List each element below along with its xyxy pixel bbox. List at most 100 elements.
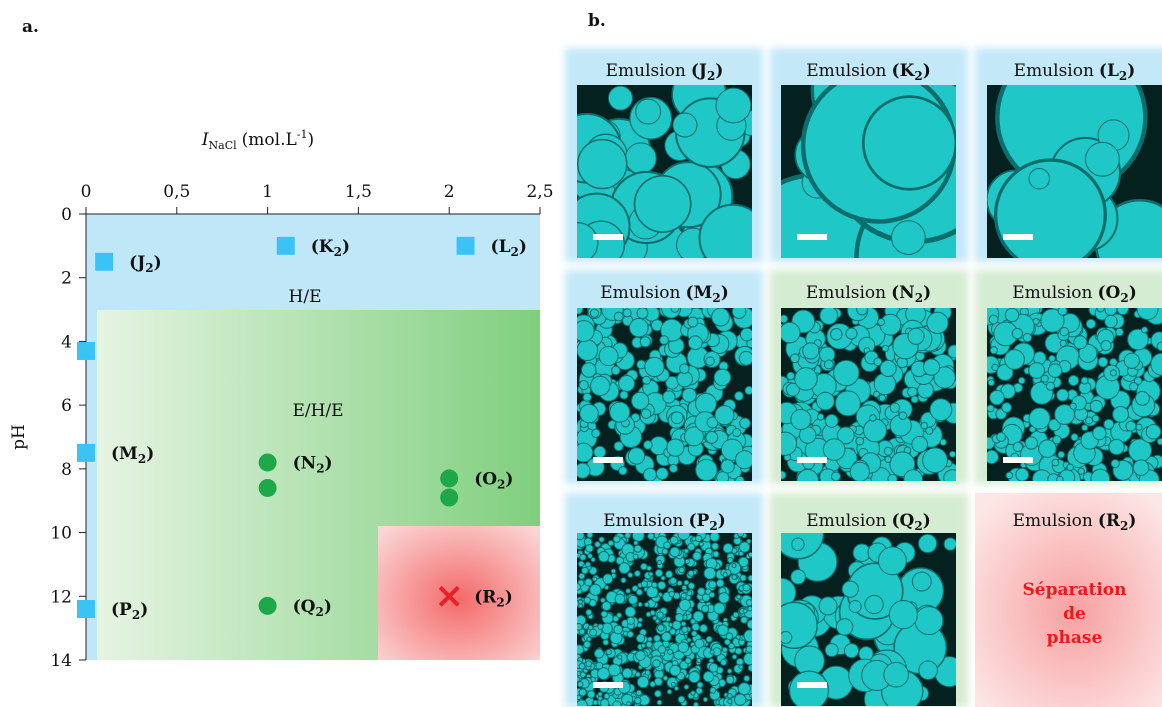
label-open: ( (1098, 283, 1106, 303)
droplet (649, 680, 656, 688)
droplet (597, 691, 603, 697)
label-open: ( (892, 61, 900, 81)
droplet (640, 643, 646, 649)
tile-title-word: Emulsion (1013, 511, 1093, 531)
label-sub: 2 (915, 291, 923, 305)
droplet (614, 593, 626, 605)
label-sub: 2 (511, 245, 519, 259)
point-label: (K2) (311, 237, 350, 259)
droplet (735, 450, 752, 470)
droplet (666, 648, 674, 655)
x-label-unit: (mol.L (242, 130, 297, 150)
droplet (1047, 363, 1063, 378)
label-open: ( (311, 237, 319, 257)
droplet (694, 638, 705, 649)
label-open: ( (1099, 61, 1107, 81)
tile-title-word: Emulsion (600, 283, 680, 303)
droplet (631, 533, 645, 542)
droplet (613, 441, 624, 452)
label-close: ) (324, 597, 332, 617)
droplet (796, 469, 819, 481)
label-sub: 2 (497, 477, 505, 491)
droplet (1048, 354, 1056, 363)
droplet (1056, 388, 1070, 402)
label-open: ( (293, 453, 301, 473)
circle-marker (440, 488, 459, 507)
region-red (378, 526, 540, 660)
droplet (1077, 467, 1085, 475)
droplet (577, 533, 585, 541)
micrograph (577, 85, 752, 258)
droplet (663, 541, 671, 550)
droplet (668, 622, 674, 628)
tile: Emulsion (M2) (565, 270, 763, 484)
droplet (577, 599, 583, 605)
droplet (836, 426, 855, 445)
label-close: ) (1129, 283, 1137, 303)
y-tick-label: 10 (50, 524, 72, 544)
label-sub: 2 (316, 461, 324, 475)
separation-text: de (1063, 604, 1086, 624)
droplet (582, 392, 592, 402)
droplet (629, 317, 649, 338)
droplet (589, 583, 602, 596)
droplet (1136, 308, 1159, 321)
droplet (925, 426, 934, 435)
droplet (891, 220, 926, 255)
square-marker (456, 236, 475, 255)
tile: Emulsion (K2) (770, 48, 968, 262)
droplet (1028, 362, 1045, 379)
droplet (674, 613, 684, 622)
droplet (669, 628, 677, 636)
tile: Emulsion (O2) (975, 270, 1162, 484)
x-axis-label: INaCl (mol.L-1) (201, 128, 314, 152)
micrograph (781, 533, 956, 706)
droplet (647, 533, 655, 540)
droplet (918, 660, 938, 681)
droplet (690, 690, 696, 696)
label-sub: 2 (712, 291, 720, 305)
droplet (590, 557, 596, 563)
droplet (734, 647, 743, 655)
droplet (592, 699, 599, 706)
label-letter: R (482, 587, 497, 607)
y-tick-label: 8 (61, 460, 72, 480)
micrograph (781, 85, 956, 258)
droplet (743, 652, 752, 666)
droplet (693, 701, 699, 706)
x-tick-label: 2,5 (526, 182, 553, 202)
droplet (593, 445, 607, 459)
droplet (1156, 437, 1162, 446)
label-open: ( (691, 61, 699, 81)
region-label: E/H/E (292, 401, 343, 421)
droplet (669, 546, 681, 558)
droplet (620, 577, 627, 584)
point-label: (P2) (111, 600, 148, 622)
label-open: ( (891, 283, 899, 303)
droplet (605, 648, 612, 656)
label-close: ) (154, 253, 162, 273)
droplet (993, 158, 1107, 258)
droplet (1078, 343, 1098, 363)
label-letter: N (301, 453, 317, 473)
tile-title-word: Emulsion (1014, 61, 1094, 81)
label-open: ( (293, 597, 301, 617)
label-letter: M (119, 444, 138, 464)
tile: Emulsion (P2) (565, 493, 763, 707)
droplet (996, 363, 1014, 381)
label-letter: P (119, 600, 132, 620)
droplet (594, 541, 601, 548)
droplet (581, 362, 597, 378)
droplet (621, 667, 633, 679)
droplet (584, 578, 593, 587)
droplet (687, 582, 696, 590)
droplet (607, 663, 621, 677)
label-letter: Q (301, 597, 316, 617)
droplet (727, 693, 733, 699)
label-open: ( (111, 600, 119, 620)
droplet (644, 356, 665, 378)
tile-title: Emulsion (P2) (603, 511, 726, 533)
droplet (873, 357, 883, 367)
droplet (1073, 335, 1088, 350)
